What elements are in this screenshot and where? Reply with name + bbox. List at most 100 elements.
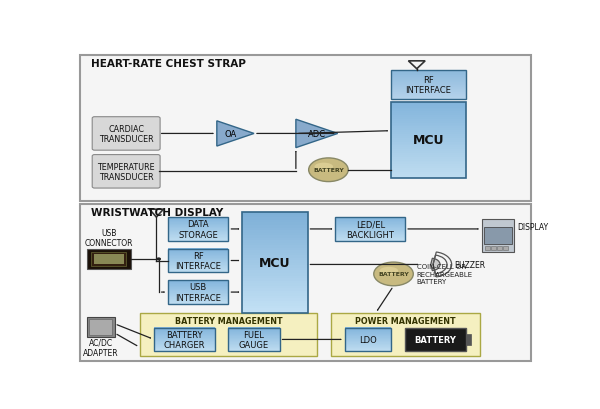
Text: MCU: MCU [413,134,444,147]
Bar [168,281,229,304]
Bar [229,334,280,335]
Bar [168,218,229,241]
Bar [391,89,466,90]
Bar [80,205,531,361]
Text: WRISTWATCH DISPLAY: WRISTWATCH DISPLAY [91,207,224,218]
Text: USB
INTERFACE: USB INTERFACE [175,283,221,302]
Bar [335,239,405,240]
Bar [229,332,280,333]
Bar [391,92,466,93]
Bar [242,250,308,253]
Bar [391,127,466,129]
Bar [229,349,280,350]
Bar [154,340,215,341]
Bar [154,349,215,350]
Bar [168,288,229,290]
Bar [168,251,229,252]
Bar [335,227,405,228]
Bar [229,330,280,331]
Bar [391,114,466,116]
Bar [229,336,280,337]
Bar [391,140,466,142]
Bar [344,333,391,334]
Bar [391,159,466,161]
Bar [242,293,308,296]
Bar [242,248,308,251]
Bar [229,328,280,351]
Bar [80,55,531,202]
Bar [168,283,229,284]
Bar [391,161,466,163]
Bar [242,222,308,225]
Bar [391,76,466,77]
Bar [229,339,280,340]
Bar [168,228,229,229]
Bar [168,220,229,221]
Bar [168,266,229,267]
Bar [154,342,215,343]
Bar [391,121,466,124]
Bar [168,301,229,302]
Bar [242,253,308,256]
Bar [229,328,280,329]
Bar [242,213,308,216]
Bar [391,75,466,76]
Bar [391,119,466,121]
Bar [344,345,391,346]
Bar [391,110,466,112]
Circle shape [157,258,161,261]
Bar [154,330,215,331]
Bar [168,262,229,263]
Bar [168,255,229,256]
Bar [168,287,229,288]
Bar [391,129,466,131]
Bar [229,347,280,348]
Bar [168,233,229,234]
Bar [154,336,215,337]
Bar [242,265,308,268]
Bar [344,336,391,337]
Text: BATTERY: BATTERY [313,168,344,173]
Bar [335,231,405,232]
Bar [242,270,308,273]
Bar [168,229,229,230]
Bar [229,340,280,342]
Bar [229,344,280,345]
Bar [168,256,229,257]
Bar [154,343,215,344]
Bar [168,266,229,267]
Bar [154,339,215,340]
Text: OA: OA [224,130,237,139]
Bar [154,337,215,338]
Bar [391,151,466,154]
Bar [154,328,215,351]
Bar [168,238,229,239]
Bar [344,331,391,332]
Bar [154,348,215,349]
Bar [335,219,405,220]
Bar [391,163,466,165]
Bar [242,278,308,281]
Bar [391,91,466,92]
Bar [391,138,466,140]
Bar [484,227,512,244]
Bar [168,302,229,303]
Bar [168,229,229,231]
Bar [391,78,466,79]
Bar [168,282,229,283]
Bar [335,222,405,223]
Bar [154,350,215,351]
Bar [229,343,280,344]
Bar [391,148,466,150]
Bar [168,230,229,231]
Bar [391,86,466,87]
Bar [335,230,405,231]
Bar [154,330,215,331]
Bar [242,238,308,240]
Bar [344,336,391,337]
Bar [391,71,466,72]
Bar [391,172,466,174]
Bar [242,268,308,271]
Bar [335,220,405,221]
Bar [344,337,391,338]
